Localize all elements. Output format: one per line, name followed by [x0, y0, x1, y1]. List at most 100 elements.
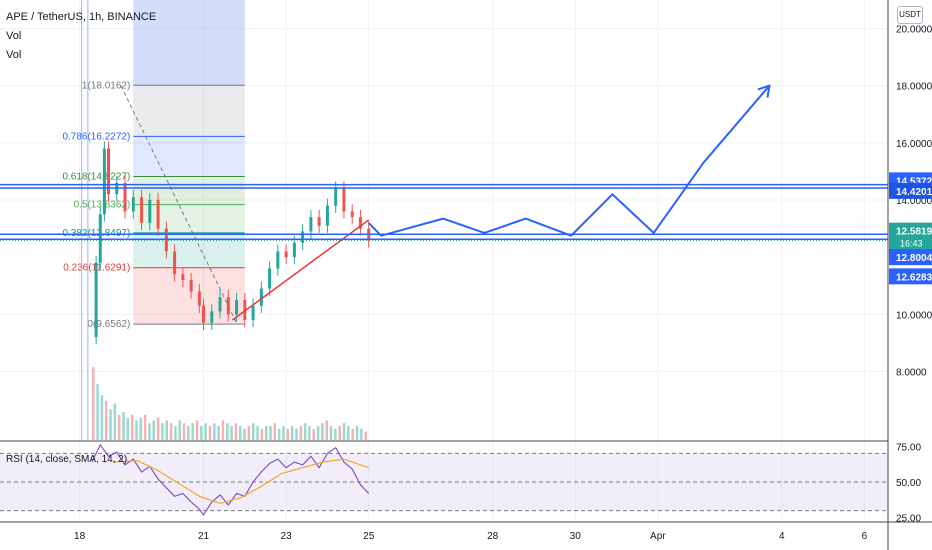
volume-bar — [139, 417, 143, 440]
volume-bar — [161, 423, 164, 440]
volume-bar — [187, 426, 190, 440]
candle-body — [301, 231, 305, 243]
price-axis-tick: 16.0000 — [896, 139, 932, 150]
volume-bar — [286, 428, 290, 440]
volume-bar — [239, 426, 242, 440]
level-price-tag: 12.8004 — [896, 253, 932, 264]
volume-bar — [325, 420, 328, 440]
candle-body — [309, 217, 313, 232]
candle-body — [268, 268, 272, 289]
price-axis-tick: 14.0000 — [896, 196, 932, 207]
price-axis-tick: 10.0000 — [896, 310, 932, 321]
fib-zone — [133, 204, 245, 233]
trend-line — [231, 219, 370, 321]
volume-bar — [100, 395, 104, 440]
volume-bar — [360, 428, 363, 440]
candle-body — [259, 288, 263, 306]
last-price-tag-countdown: 16:43 — [900, 239, 923, 249]
currency-button[interactable]: USDT — [897, 6, 923, 24]
volume-bar — [165, 420, 169, 440]
candle-body — [148, 200, 152, 223]
price-axis-tick: 20.0000 — [896, 25, 932, 36]
candle-body — [334, 188, 338, 206]
level-price-tag-bg — [889, 182, 932, 199]
volume-bar — [195, 420, 199, 440]
candle-body — [140, 197, 144, 223]
symbol-title: APE / TetherUS, 1h, BINANCE — [6, 11, 157, 23]
volume-bar — [148, 423, 151, 440]
candle-body — [131, 197, 135, 212]
volume-bar — [230, 426, 233, 440]
candle-body — [358, 217, 362, 229]
volume-bar — [243, 428, 246, 440]
volume-bar — [321, 423, 324, 440]
volume-bar — [117, 414, 121, 440]
level-price-tag: 14.4201 — [896, 187, 932, 198]
time-axis-tick: 6 — [862, 531, 868, 542]
rsi-axis-tick: 25.00 — [896, 514, 921, 525]
level-price-tag-bg — [889, 249, 932, 266]
candle-body — [276, 251, 280, 269]
volume-bar — [104, 400, 108, 440]
volume-bar — [96, 384, 99, 440]
volume-bar — [234, 423, 238, 440]
time-axis-tick: 18 — [74, 531, 86, 542]
level-price-tag: 12.6283 — [896, 272, 932, 283]
volume-bar — [208, 426, 212, 440]
candle-body — [189, 280, 193, 292]
volume-bar — [308, 426, 311, 440]
time-axis-tick: 30 — [570, 531, 582, 542]
volume-bar — [122, 412, 125, 440]
volume-bar — [152, 420, 156, 440]
fib-level-label: 0.5(13.8362) — [74, 200, 131, 211]
volume-bar — [213, 423, 216, 440]
candle-body — [292, 242, 296, 258]
rsi-ma-line — [112, 458, 369, 505]
candle-body — [350, 211, 354, 218]
volume-bar — [143, 414, 147, 440]
candle-body — [164, 228, 168, 252]
candle-body — [317, 217, 321, 226]
volume-bar — [204, 423, 207, 440]
volume-bar — [156, 417, 160, 440]
candle-body — [251, 305, 255, 320]
volume-bar — [342, 423, 346, 440]
volume-bar — [191, 423, 194, 440]
volume-bar — [273, 423, 277, 440]
volume-bar — [355, 426, 359, 440]
volume-bar — [364, 431, 367, 440]
fib-level-label: 0.382(12.8497) — [62, 228, 130, 239]
candle-body — [218, 297, 222, 312]
candle-body — [107, 148, 111, 195]
candle-body — [156, 200, 160, 229]
candle-body — [210, 311, 214, 323]
rsi-axis-tick: 50.00 — [896, 478, 921, 489]
volume-bar — [282, 426, 285, 440]
volume-bar — [113, 403, 117, 440]
rsi-axis-tick: 75.00 — [896, 442, 921, 453]
candle-body — [173, 251, 177, 275]
fib-zone — [133, 176, 245, 205]
level-price-tag-bg — [889, 268, 932, 285]
fib-level-label: 0.786(16.2272) — [62, 131, 130, 142]
fib-zone — [133, 267, 245, 325]
volume-bar — [312, 428, 316, 440]
volume-bar — [109, 409, 112, 440]
volume-bar — [135, 420, 138, 440]
volume-bar — [303, 423, 307, 440]
fib-level-label: 0.618(14.8227) — [62, 171, 130, 182]
candle-body — [342, 188, 346, 212]
time-axis-tick: 21 — [198, 531, 210, 542]
volume-bar — [299, 426, 303, 440]
volume-bar — [226, 423, 229, 440]
price-axis-tick: 8.0000 — [896, 367, 927, 378]
candle-body — [94, 262, 98, 338]
volume-bar — [338, 426, 341, 440]
rsi-legend: RSI (14, close, SMA, 14, 2) — [6, 454, 128, 465]
volume-bar — [169, 423, 173, 440]
last-price-tag: 12.5819 — [896, 227, 932, 238]
volume-bar — [256, 426, 259, 440]
volume-bar — [91, 367, 95, 440]
volume-bar — [178, 420, 181, 440]
